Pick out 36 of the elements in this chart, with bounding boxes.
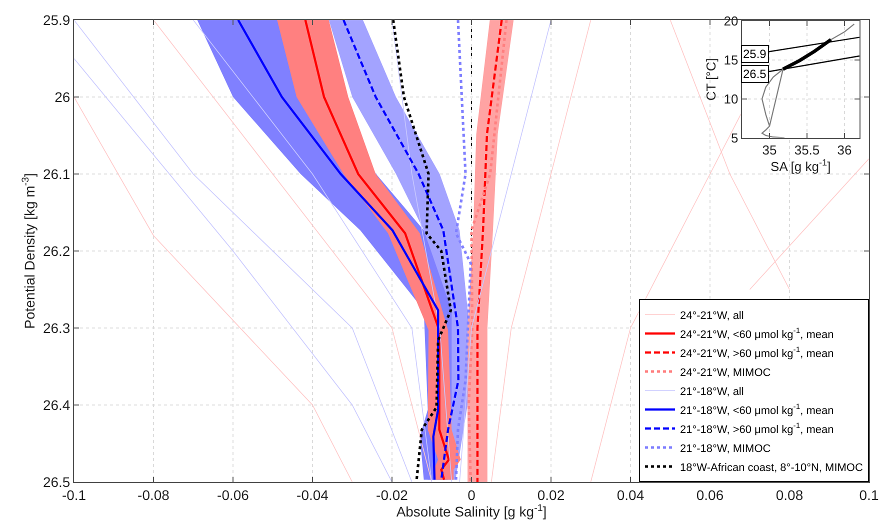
legend-label: 24°-21°W, all	[680, 310, 744, 322]
y-tick-label: 26.4	[42, 396, 70, 413]
legend-label: 24°-21°W, >60 μmol kg$^{-1}$, mean	[680, 345, 834, 360]
x-tick-label: 0.08	[776, 486, 804, 503]
y-axis-title: CT [°C]	[704, 58, 719, 101]
x-axis-title: Absolute Salinity [g kg$^{-1}$]	[396, 502, 547, 520]
legend-label: 18°W-African coast, 8°-10°N, MIMOC	[680, 462, 863, 474]
y-tick-label: 5	[730, 130, 738, 146]
x-tick-label: 35.5	[794, 142, 820, 158]
x-tick-label: -0.04	[296, 486, 329, 503]
x-tick-label: 36	[837, 142, 852, 158]
legend-label: 21°-18°W, >60 μmol kg$^{-1}$, mean	[680, 421, 834, 436]
x-tick-label: -0.02	[376, 486, 408, 503]
y-tick-label: 26.3	[42, 320, 70, 336]
x-tick-label: 35	[762, 142, 777, 158]
y-tick-label: 10	[724, 91, 738, 106]
x-tick-label: 0.1	[859, 486, 879, 503]
x-tick-label: 0.02	[537, 486, 565, 503]
legend-label: 21°-18°W, <60 μmol kg$^{-1}$, mean	[680, 402, 834, 417]
annotation: 25.9	[743, 47, 767, 61]
legend-label: 21°-18°W, all	[680, 386, 744, 398]
y-tick-label: 26	[54, 88, 70, 105]
x-tick-label: -0.08	[138, 486, 170, 503]
legend-label: 24°-21°W, <60 μmol kg$^{-1}$, mean	[680, 326, 834, 341]
x-tick-label: 0	[468, 486, 476, 503]
y-tick-label: 26.2	[42, 242, 70, 259]
annotation: 26.5	[743, 67, 767, 81]
y-tick-label: 25.9	[42, 12, 70, 28]
y-tick-label: 26.1	[42, 166, 70, 182]
x-axis-title: SA [g kg$^{-1}$]	[770, 157, 831, 174]
x-tick-label: -0.06	[217, 486, 250, 503]
x-tick-label: 0.06	[696, 486, 724, 503]
y-tick-label: 15	[724, 52, 738, 68]
legend-label: 21°-18°W, MIMOC	[680, 442, 771, 455]
legend-label: 24°-21°W, MIMOC	[680, 366, 771, 379]
x-tick-label: 0.04	[616, 486, 644, 503]
